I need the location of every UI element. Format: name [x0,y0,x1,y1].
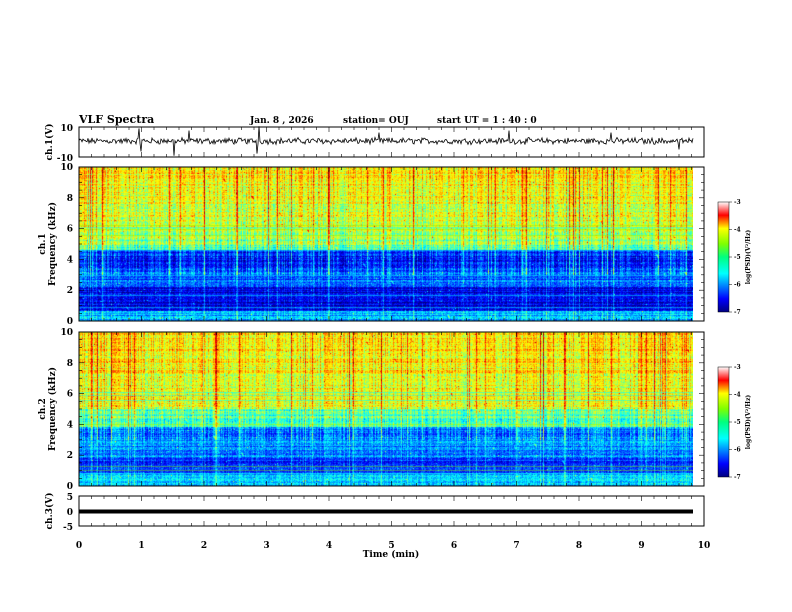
ch1-waveform-ylabel: ch.1(V) [44,124,55,161]
colorbar-tick-label: -7 [734,474,741,481]
figure-title: VLF Spectra [78,113,154,126]
ch1-colorbar: -3 -4 -5 -6 -7 log(PSD)(V²/Hz) [717,199,752,316]
ch1-colorbar-gradient [717,201,730,313]
time-tick-label: 8 [576,541,582,551]
ch1-spectrogram-panel: 0 2 4 6 8 10 ch.1 Frequency (kHz) -3 -4 -5 -6 -7 … [38,163,752,327]
ch3-ytick-middle: 0 [67,508,73,518]
colorbar-tick-label: -5 [734,419,741,426]
freq-tick-label: 4 [67,255,73,265]
ch3-waveform-ticks [78,496,705,526]
ch1-waveform-line [78,126,694,156]
ch1-spectrogram-time-ticks [78,167,705,321]
colorbar-tick-label: -4 [734,392,741,399]
ch1-waveform-panel: 10 -10 ch.1(V) [44,124,705,164]
colorbar-tick-label: -5 [734,254,741,261]
ch3-ytick-bottom: -5 [63,523,73,533]
colorbar-tick-label: -4 [734,227,741,234]
time-tick-label: 2 [201,541,207,551]
ch3-waveform-line [79,509,693,514]
freq-tick-label: 0 [67,482,73,492]
time-tick-label: 3 [263,541,269,551]
ch1-frequency-ticks: 0 2 4 6 8 10 [60,163,704,327]
freq-tick-label: 0 [67,317,73,327]
time-tick-label: 1 [138,541,144,551]
freq-tick-label: 6 [67,390,73,400]
ch2-spectrogram-panel: 0 2 4 6 8 10 ch.2 Frequency (kHz) -3 -4 -5 -6 -7 … [38,328,752,492]
start-time-label: start UT = 1 : 40 : 0 [437,116,537,126]
time-tick-label: 4 [326,541,332,551]
ch2-spectrogram-ylabel-frequency: Frequency (kHz) [47,367,58,451]
ch1-ytick-top: 10 [60,124,73,134]
time-axis-tick-labels: 0 1 2 3 4 5 6 7 8 9 10 [76,541,710,551]
time-tick-label: 0 [76,541,82,551]
colorbar-tick-label: -7 [734,309,741,316]
ch2-spectrogram-ylabel-channel: ch.2 [38,398,48,419]
ch2-colorbar-label: log(PSD)(V²/Hz) [745,395,752,450]
ch2-spectrogram-time-ticks [78,332,705,486]
colorbar-tick-label: -6 [734,447,741,454]
ch1-colorbar-label: log(PSD)(V²/Hz) [745,230,752,285]
time-tick-label: 6 [451,541,457,551]
ch3-ytick-top: 5 [67,493,73,503]
ch1-waveform-ticks [78,127,705,157]
time-tick-label: 5 [388,541,394,551]
ch2-frequency-ticks: 0 2 4 6 8 10 [60,328,704,492]
ch2-colorbar: -3 -4 -5 -6 -7 log(PSD)(V²/Hz) [717,364,752,481]
time-tick-label: 10 [698,541,711,551]
ch3-waveform-ylabel: ch.3(V) [44,493,55,530]
freq-tick-label: 2 [67,286,73,296]
ch1-spectrogram-image [79,167,693,321]
time-tick-label: 7 [513,541,519,551]
ch3-waveform-panel: 5 0 -5 ch.3(V) [44,493,705,533]
station-label: station= OUJ [343,116,409,126]
ch1-ytick-bottom: -10 [57,154,73,164]
freq-tick-label: 2 [67,451,73,461]
freq-tick-label: 10 [60,328,73,338]
colorbar-tick-label: -3 [734,364,741,371]
freq-tick-label: 10 [60,163,73,173]
freq-tick-label: 8 [67,359,73,369]
time-axis-label: Time (min) [363,549,420,560]
ch1-spectrogram-ylabel-frequency: Frequency (kHz) [47,202,58,286]
freq-tick-label: 4 [67,420,73,430]
ch1-spectrogram-ylabel-channel: ch.1 [38,233,48,254]
freq-tick-label: 8 [67,194,73,204]
time-tick-label: 9 [638,541,644,551]
ch2-colorbar-gradient [717,366,730,478]
colorbar-tick-label: -3 [734,199,741,206]
ch2-spectrogram-image [79,332,693,486]
freq-tick-label: 6 [67,225,73,235]
date-label: Jan. 8 , 2026 [249,116,314,126]
colorbar-tick-label: -6 [734,282,741,289]
